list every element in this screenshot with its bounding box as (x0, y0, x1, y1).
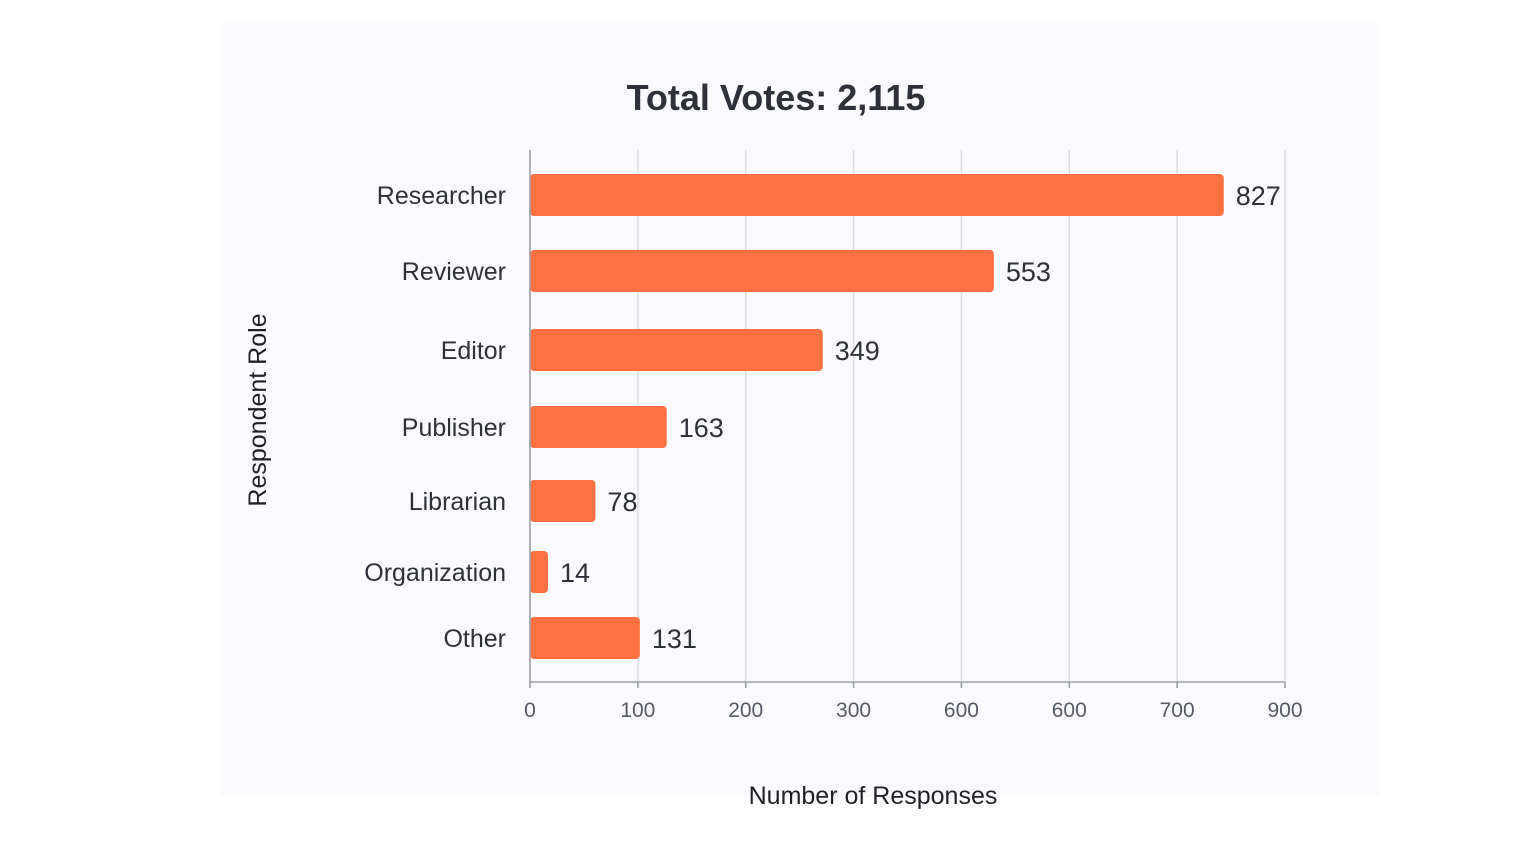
bar-other (530, 617, 640, 659)
category-label: Organization (364, 559, 506, 587)
x-tick-label: 600 (944, 699, 979, 722)
x-axis-title: Number of Responses (749, 782, 998, 810)
bar-researcher (530, 174, 1224, 216)
x-tick-label: 0 (524, 699, 536, 722)
x-tick-label: 900 (1267, 699, 1302, 722)
category-label: Publisher (402, 414, 506, 442)
category-label: Reviewer (402, 258, 506, 286)
category-label: Librarian (409, 488, 506, 516)
value-label: 14 (560, 558, 590, 588)
x-tick-label: 600 (1052, 699, 1087, 722)
value-label: 163 (679, 413, 724, 443)
x-tick-label: 100 (620, 699, 655, 722)
value-label: 131 (652, 624, 697, 654)
bar-editor (530, 329, 823, 371)
value-label: 827 (1236, 181, 1281, 211)
gridlines (637, 150, 1286, 682)
bars (530, 174, 1224, 659)
bar-organization (530, 551, 548, 593)
chart-title: Total Votes: 2,115 (627, 77, 926, 118)
labels: 0 100 200 300 600 600 700 900 Researcher 827 Revie… (364, 181, 1302, 722)
category-label: Editor (441, 337, 506, 365)
category-label: Researcher (377, 182, 506, 210)
value-label: 553 (1006, 257, 1051, 287)
y-axis-title: Respondent Role (244, 313, 272, 506)
category-label: Other (443, 625, 506, 653)
bar-publisher (530, 406, 667, 448)
x-tick-label: 300 (836, 699, 871, 722)
chart-panel (220, 22, 1380, 797)
bar-reviewer (530, 250, 994, 292)
axes (529, 150, 1286, 688)
value-label: 349 (835, 336, 880, 366)
x-tick-label: 200 (728, 699, 763, 722)
bar-librarian (530, 480, 596, 522)
x-tick-label: 700 (1160, 699, 1195, 722)
value-label: 78 (607, 487, 637, 517)
